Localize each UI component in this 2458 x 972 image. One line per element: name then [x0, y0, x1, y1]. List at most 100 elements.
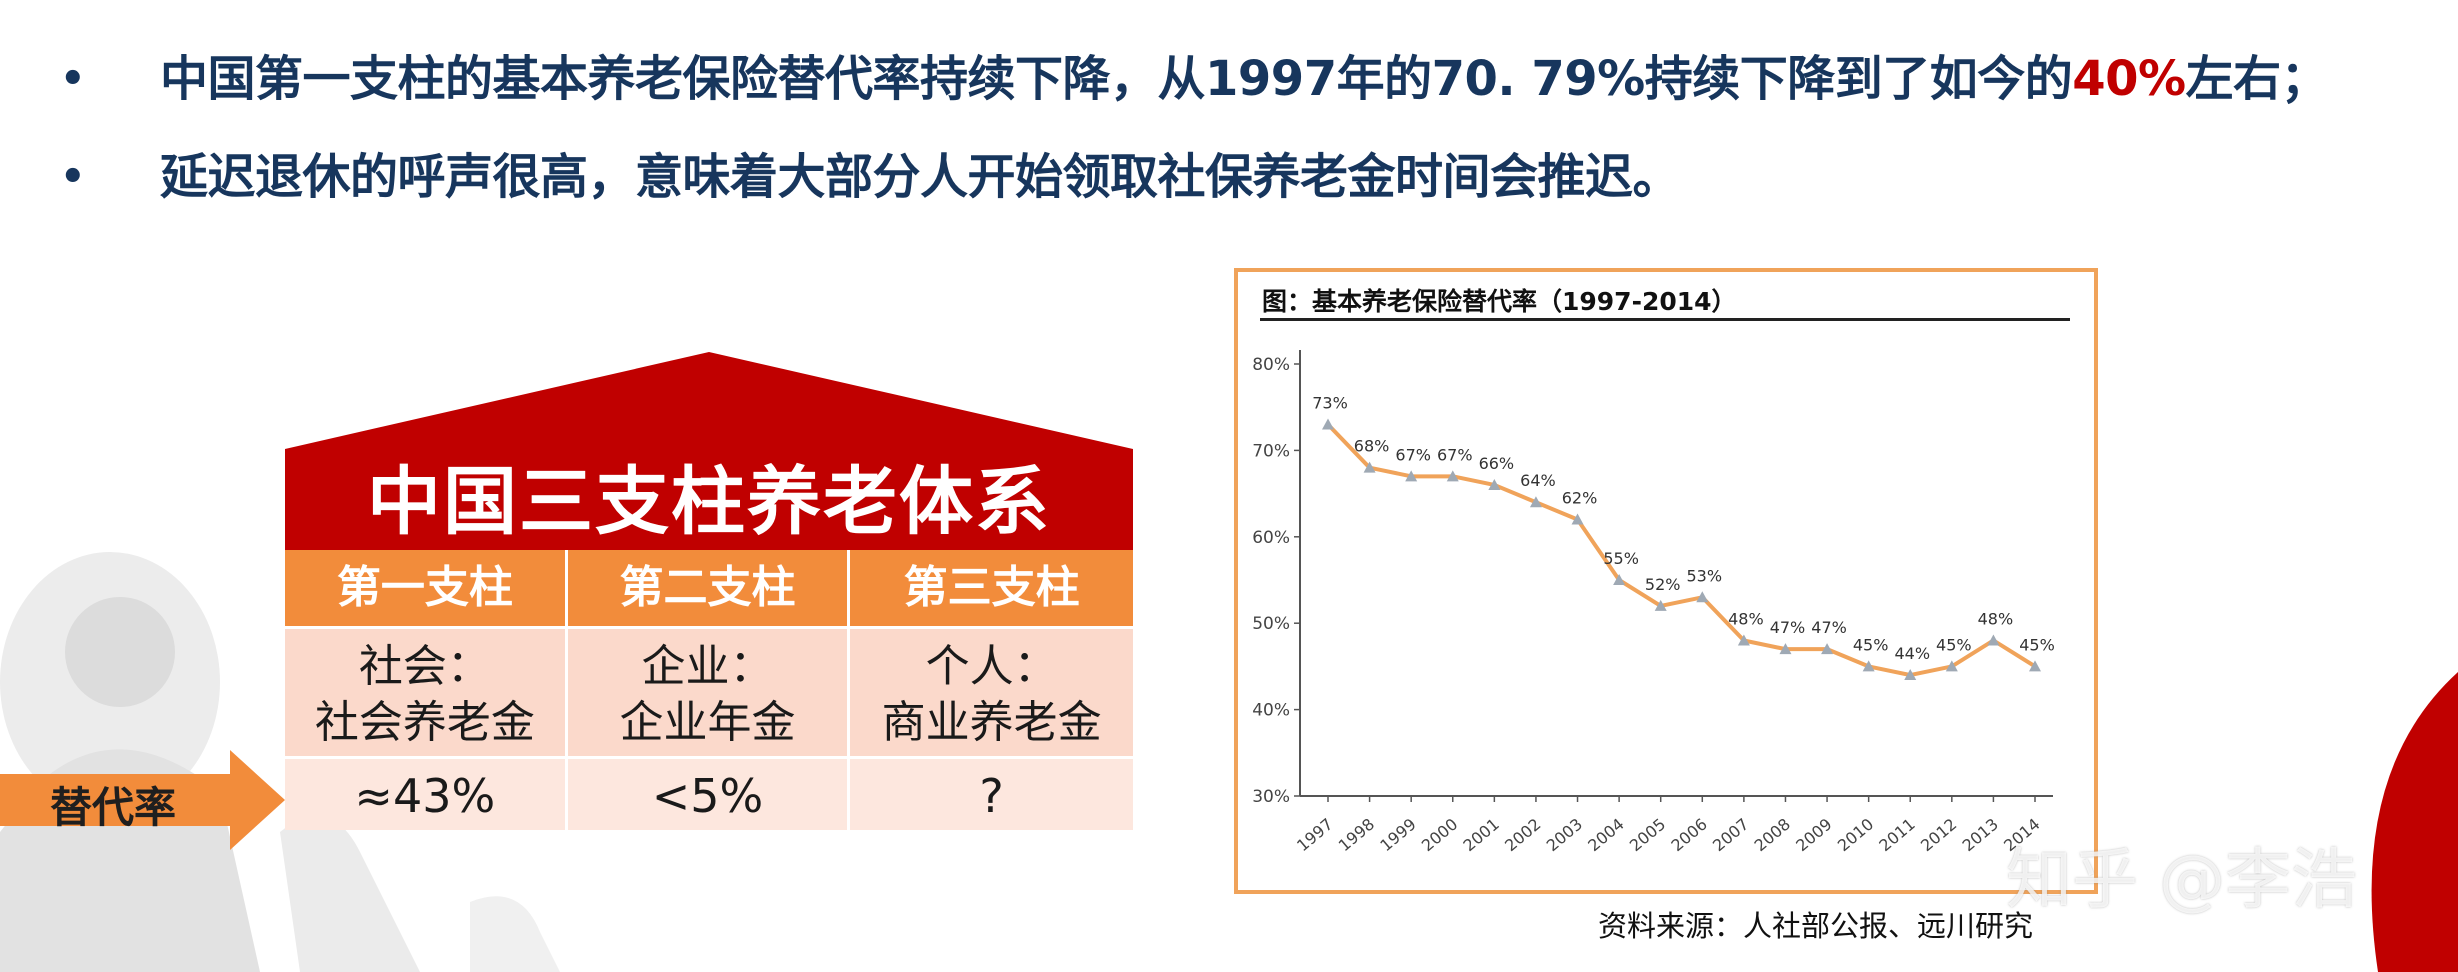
pillar-rate: ≈43%: [285, 756, 568, 830]
pillar-description: 社会： 社会养老金: [285, 626, 568, 756]
data-label: 66%: [1479, 454, 1515, 473]
x-tick-label: 2002: [1501, 815, 1544, 856]
x-tick-label: 2004: [1584, 815, 1627, 856]
data-point-marker: [1405, 470, 1418, 482]
y-tick-label: 40%: [1252, 701, 1290, 721]
x-tick-label: 2001: [1460, 815, 1503, 856]
watermark-text: 知乎 @李浩: [2006, 841, 2357, 918]
data-point-marker: [1446, 470, 1459, 482]
data-label: 67%: [1437, 445, 1473, 464]
pillar-provider: 个人：: [925, 641, 1058, 692]
data-point-marker: [1737, 634, 1750, 646]
data-label: 53%: [1687, 566, 1723, 585]
pillar-system-title: 中国三支柱养老体系: [367, 459, 1051, 545]
data-label: 45%: [1853, 635, 1889, 654]
data-label: 73%: [1312, 393, 1348, 412]
pillar-rate: <5%: [567, 756, 851, 830]
data-point-marker: [1571, 513, 1584, 525]
data-label: 62%: [1562, 489, 1598, 508]
bullet-dot: •: [60, 154, 86, 200]
data-point-marker: [1363, 461, 1376, 473]
bullet-highlight: 40%: [2072, 51, 2186, 107]
chart-frame: 图：基本养老保险替代率（1997-2014） 30% 40% 50% 60% 70% 80…: [1234, 268, 2098, 894]
pillar-provider: 社会：: [358, 641, 491, 692]
arrow-shape: [0, 750, 285, 850]
y-tick-label: 50%: [1252, 614, 1290, 634]
pillar-rate: ?: [850, 756, 1133, 830]
data-label: 55%: [1603, 549, 1639, 568]
pillar-description: 企业： 企业年金: [567, 626, 851, 756]
chart-title: 图：基本养老保险替代率（1997-2014）: [1262, 287, 1737, 316]
data-point-marker: [1779, 643, 1792, 655]
pillar-product: 社会养老金: [314, 697, 535, 748]
data-point-marker: [1987, 634, 2000, 646]
line-chart: 30%40%50%60%70%80%1997199819992000200120…: [1252, 350, 2055, 856]
pillar-header: 第三支柱: [850, 550, 1133, 626]
pillar-product: 企业年金: [619, 697, 796, 748]
data-label: 48%: [1728, 609, 1764, 628]
pillar-product: 商业养老金: [881, 697, 1102, 748]
y-tick-label: 70%: [1252, 441, 1290, 461]
data-label: 47%: [1811, 618, 1847, 637]
data-point-marker: [1821, 643, 1834, 655]
x-tick-label: 2013: [1959, 815, 2002, 856]
y-tick-label: 30%: [1252, 787, 1290, 807]
bullet-text: 延迟退休的呼声很高，意味着大部分人开始领取社保养老金时间会推迟。: [160, 138, 1681, 216]
replacement-rate-label: 替代率: [50, 783, 177, 832]
background-swoosh-graphic: [2371, 672, 2458, 972]
x-tick-label: 2010: [1834, 815, 1877, 856]
data-point-marker: [1654, 599, 1667, 611]
y-tick-label: 60%: [1252, 528, 1290, 548]
x-tick-label: 2000: [1418, 815, 1461, 856]
y-tick-label: 80%: [1252, 355, 1290, 375]
data-label: 45%: [1936, 635, 1972, 654]
data-label: 67%: [1395, 445, 1431, 464]
pillar-header: 第二支柱: [567, 550, 851, 626]
data-point-marker: [2029, 660, 2041, 672]
pillar-provider: 企业：: [641, 641, 774, 692]
data-point-marker: [1322, 418, 1334, 430]
x-tick-label: 2003: [1543, 815, 1586, 856]
series-line: [1326, 423, 2037, 678]
bullet-text-part: 中国第一支柱的基本养老保险替代率持续下降，从1997年的70. 79%持续下降到…: [160, 51, 2073, 107]
bullet-text: 中国第一支柱的基本养老保险替代率持续下降，从1997年的70. 79%持续下降到…: [160, 40, 2329, 118]
bullet-text-part: 左右；: [2185, 51, 2329, 107]
x-tick-label: 2007: [1709, 815, 1752, 856]
x-tick-label: 2011: [1875, 815, 1918, 856]
data-point-marker: [1945, 660, 1958, 672]
data-label: 68%: [1354, 437, 1390, 456]
pillar-body-row: 社会： 社会养老金 企业： 企业年金 个人： 商业养老金: [285, 626, 1133, 756]
bullet-item: • 延迟退休的呼声很高，意味着大部分人开始领取社保养老金时间会推迟。: [60, 138, 2450, 236]
pillar-header-row: 第一支柱 第二支柱 第三支柱: [285, 550, 1133, 626]
data-label: 52%: [1645, 575, 1681, 594]
pillar-description: 个人： 商业养老金: [850, 626, 1133, 756]
data-point-marker: [1529, 496, 1542, 508]
bullet-text-part: 延迟退休的呼声很高，意味着大部分人开始领取社保养老金时间会推迟。: [160, 149, 1681, 205]
bullet-item: • 中国第一支柱的基本养老保险替代率持续下降，从1997年的70. 79%持续下…: [60, 40, 2450, 138]
bullet-list: • 中国第一支柱的基本养老保险替代率持续下降，从1997年的70. 79%持续下…: [60, 40, 2450, 236]
data-label: 44%: [1894, 644, 1930, 663]
data-point-marker: [1862, 660, 1875, 672]
data-label: 47%: [1770, 618, 1806, 637]
replacement-rate-arrow: 替代率: [0, 750, 285, 850]
bullet-dot: •: [60, 56, 86, 102]
data-point-marker: [1488, 478, 1501, 490]
x-tick-label: 1998: [1335, 815, 1378, 856]
x-tick-label: 1999: [1376, 815, 1419, 856]
data-point-marker: [1696, 591, 1709, 603]
x-tick-label: 2012: [1917, 815, 1960, 856]
source-note: 资料来源：人社部公报、远川研究: [1598, 909, 2034, 943]
data-label: 48%: [1978, 609, 2014, 628]
data-point-marker: [1904, 669, 1917, 681]
pillar-header: 第一支柱: [285, 550, 568, 626]
chart-title-rule: [1260, 318, 2070, 321]
x-tick-label: 2005: [1626, 815, 1669, 856]
x-tick-label: 2006: [1667, 815, 1710, 856]
x-tick-label: 1997: [1293, 815, 1336, 856]
data-label: 45%: [2019, 635, 2055, 654]
x-tick-label: 2009: [1792, 815, 1835, 856]
x-tick-label: 2008: [1751, 815, 1794, 856]
three-pillar-diagram: 中国三支柱养老体系 第一支柱 第二支柱 第三支柱 社会： 社会养老金 企业： 企…: [285, 352, 1133, 830]
data-point-marker: [1613, 574, 1626, 585]
roof-shape: [285, 352, 1133, 550]
